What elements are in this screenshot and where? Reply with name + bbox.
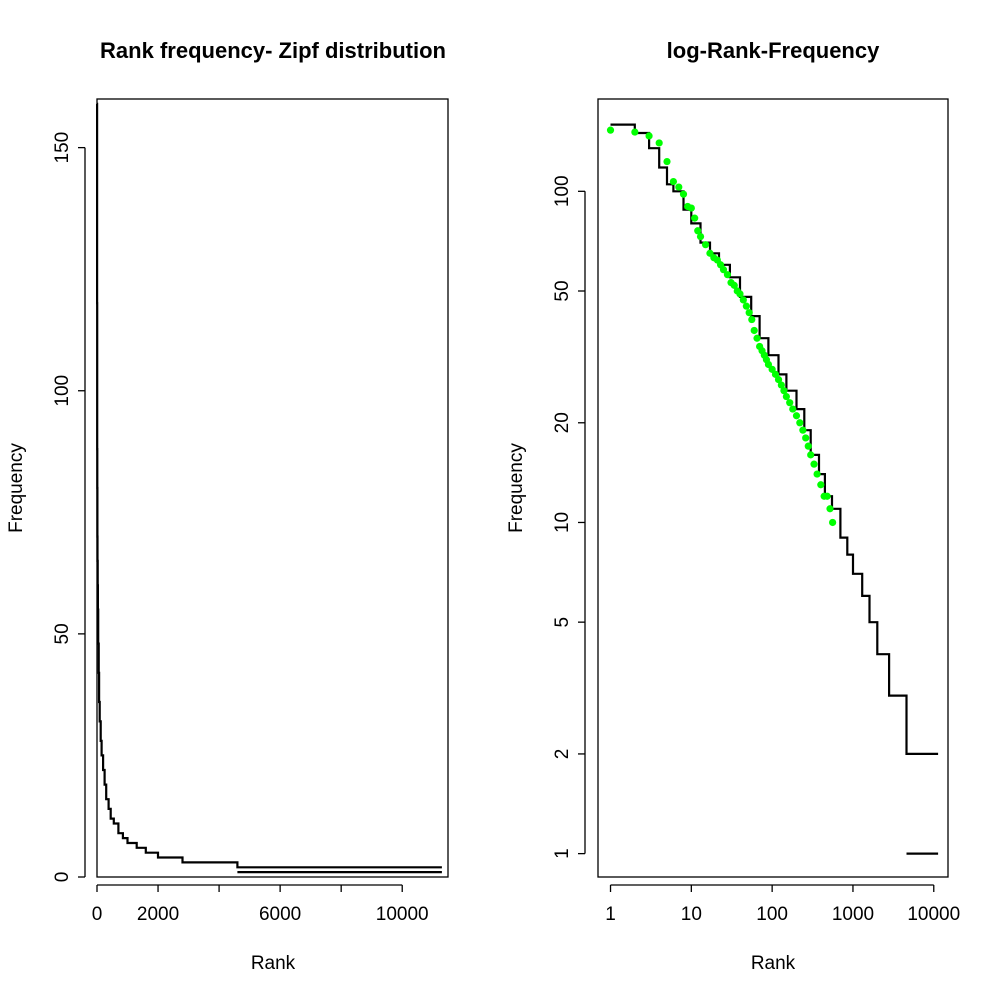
data-point xyxy=(810,460,818,468)
y-tick-label: 10 xyxy=(552,512,573,533)
data-point xyxy=(694,227,702,235)
data-point xyxy=(723,271,732,279)
x-tick-label: 0 xyxy=(92,904,103,925)
data-point xyxy=(696,232,705,241)
chart-log-rank-frequency: log-Rank-Frequency Rank Frequency 1 10 100… xyxy=(506,38,960,974)
data-point xyxy=(675,183,683,191)
data-point xyxy=(771,370,780,378)
data-point xyxy=(789,405,797,413)
chart-title: log-Rank-Frequency xyxy=(667,38,880,63)
data-point xyxy=(782,392,790,401)
y-tick-label: 100 xyxy=(52,375,73,407)
x-tick-label: 1 xyxy=(605,904,616,925)
x-tick-label: 6000 xyxy=(259,904,301,925)
data-point xyxy=(777,381,785,389)
data-point xyxy=(817,481,825,489)
data-point xyxy=(739,296,747,304)
y-axis: 0 50 100 150 xyxy=(52,132,86,883)
data-point xyxy=(807,451,815,459)
x-axis-label: Rank xyxy=(751,953,796,974)
data-point xyxy=(753,334,761,342)
x-tick-label: 10000 xyxy=(376,904,429,925)
data-point xyxy=(748,315,756,324)
y-tick-label: 1 xyxy=(552,848,573,859)
plot-frame xyxy=(597,98,949,878)
y-tick-label: 50 xyxy=(552,280,573,301)
data-point xyxy=(792,412,801,420)
data-point xyxy=(687,204,695,212)
x-tick-label: 10000 xyxy=(907,904,960,925)
y-tick-label: 2 xyxy=(552,749,573,760)
y-tick-label: 20 xyxy=(552,412,573,433)
x-tick-label: 100 xyxy=(756,904,788,925)
y-axis-label: Frequency xyxy=(506,443,527,533)
data-point xyxy=(679,190,688,198)
data-point xyxy=(764,360,773,369)
data-point xyxy=(730,281,738,289)
y-tick-label: 0 xyxy=(52,872,73,883)
chart-title: Rank frequency- Zipf distribution xyxy=(100,38,446,63)
data-point xyxy=(663,157,671,166)
data-point xyxy=(645,132,653,140)
data-point xyxy=(691,214,699,222)
data-point xyxy=(701,241,710,249)
data-point xyxy=(742,302,750,310)
data-point xyxy=(829,518,837,527)
data-point xyxy=(745,309,753,317)
data-point xyxy=(802,434,810,442)
x-tick-label: 2000 xyxy=(137,904,179,925)
data-point xyxy=(736,290,744,298)
step-line xyxy=(610,123,939,755)
data-point xyxy=(804,442,812,450)
data-point xyxy=(774,376,783,384)
data-point xyxy=(786,399,794,407)
y-tick-label: 5 xyxy=(552,617,573,628)
y-axis: 1 2 5 10 20 50 100 xyxy=(552,175,586,859)
x-tick-label: 1000 xyxy=(832,904,874,925)
data-point xyxy=(826,505,834,513)
y-tick-label: 150 xyxy=(52,132,73,164)
series-layer xyxy=(606,123,939,855)
series-layer xyxy=(96,102,442,874)
x-axis-label: Rank xyxy=(251,953,296,974)
y-tick-label: 100 xyxy=(552,175,573,207)
data-point xyxy=(669,177,678,186)
data-point xyxy=(813,470,821,478)
step-line xyxy=(96,102,442,869)
chart-linear-rank-frequency: Rank frequency- Zipf distribution Rank F… xyxy=(6,38,449,974)
y-axis-label: Frequency xyxy=(6,443,27,533)
data-point xyxy=(823,492,831,500)
data-point xyxy=(796,419,804,427)
data-point xyxy=(655,139,663,147)
x-tick-label: 10 xyxy=(681,904,702,925)
data-point xyxy=(631,128,639,136)
data-point xyxy=(606,126,615,134)
y-tick-label: 50 xyxy=(52,623,73,644)
data-point xyxy=(799,426,807,434)
x-axis: 0 2000 6000 10000 xyxy=(92,884,429,925)
data-point xyxy=(750,326,758,335)
x-axis: 1 10 100 1000 10000 xyxy=(605,884,960,925)
data-point xyxy=(780,387,788,395)
data-point xyxy=(719,266,728,274)
